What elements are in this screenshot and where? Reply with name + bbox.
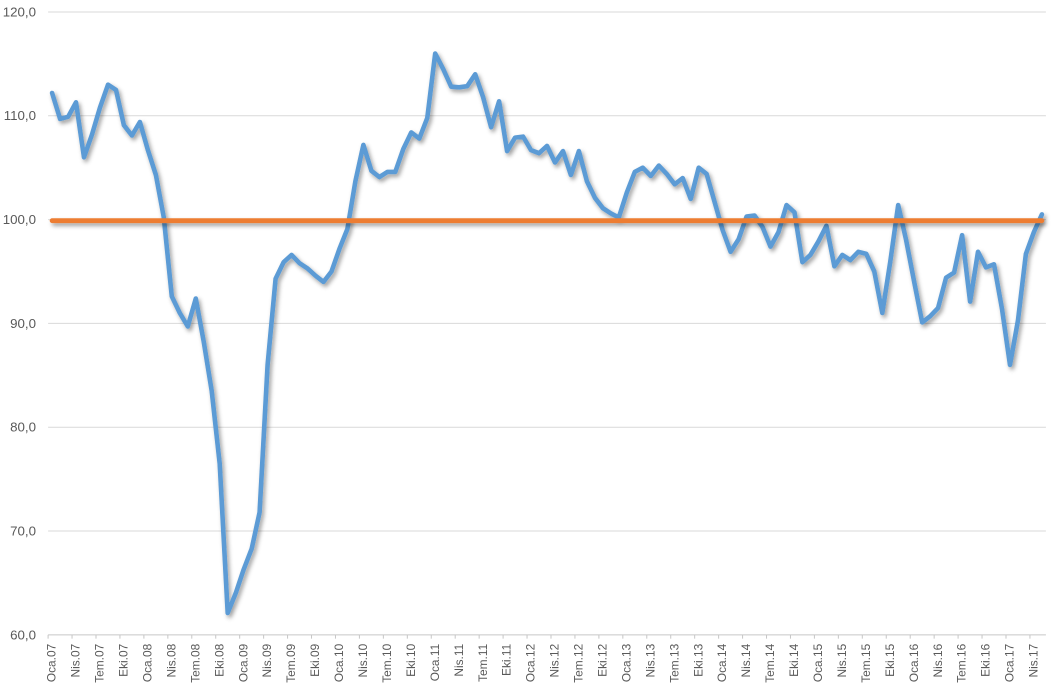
svg-text:Oca.14: Oca.14 (715, 643, 729, 682)
svg-text:Nis.13: Nis.13 (643, 643, 657, 677)
svg-text:Nis.15: Nis.15 (835, 643, 849, 677)
svg-text:Eki.09: Eki.09 (308, 643, 322, 676)
svg-text:Eki.07: Eki.07 (117, 643, 131, 676)
svg-text:Tem.15: Tem.15 (859, 643, 873, 682)
svg-text:Nis.12: Nis.12 (548, 643, 562, 677)
svg-text:70,0: 70,0 (10, 523, 36, 538)
svg-text:Eki.15: Eki.15 (883, 643, 897, 676)
svg-text:Tem.09: Tem.09 (284, 643, 298, 682)
svg-text:120,0: 120,0 (3, 4, 36, 19)
svg-text:Nis.09: Nis.09 (260, 643, 274, 677)
svg-text:Eki.11: Eki.11 (500, 643, 514, 676)
svg-text:Tem.07: Tem.07 (93, 643, 107, 682)
svg-text:Tem.13: Tem.13 (667, 643, 681, 682)
svg-text:Tem.11: Tem.11 (476, 643, 490, 681)
svg-text:Nis.14: Nis.14 (739, 643, 753, 677)
svg-text:Tem.08: Tem.08 (188, 643, 202, 682)
svg-text:Tem.14: Tem.14 (763, 643, 777, 682)
svg-text:Eki.12: Eki.12 (595, 643, 609, 676)
svg-text:Oca.08: Oca.08 (140, 643, 154, 682)
svg-text:Nis.10: Nis.10 (356, 643, 370, 677)
svg-text:Oca.17: Oca.17 (1003, 643, 1017, 682)
svg-text:Eki.10: Eki.10 (404, 643, 418, 676)
svg-text:Nis.16: Nis.16 (931, 643, 945, 677)
svg-text:Oca.11: Oca.11 (428, 643, 442, 681)
svg-text:Nis.07: Nis.07 (69, 643, 83, 677)
svg-text:80,0: 80,0 (10, 420, 36, 435)
svg-text:Nis.11: Nis.11 (452, 643, 466, 676)
svg-text:Oca.07: Oca.07 (45, 643, 59, 682)
svg-text:100,0: 100,0 (3, 212, 36, 227)
svg-text:Oca.10: Oca.10 (332, 643, 346, 682)
svg-text:Nis.08: Nis.08 (164, 643, 178, 677)
svg-text:Oca.09: Oca.09 (236, 643, 250, 682)
svg-text:Tem.12: Tem.12 (572, 643, 586, 682)
svg-text:90,0: 90,0 (10, 316, 36, 331)
svg-text:Oca.13: Oca.13 (619, 643, 633, 682)
svg-text:Eki.14: Eki.14 (787, 643, 801, 676)
svg-text:Nis.17: Nis.17 (1027, 643, 1041, 677)
svg-text:Oca.12: Oca.12 (524, 643, 538, 682)
svg-text:Eki.16: Eki.16 (979, 643, 993, 676)
svg-text:60,0: 60,0 (10, 627, 36, 642)
svg-text:Oca.16: Oca.16 (907, 643, 921, 682)
svg-text:Tem.10: Tem.10 (380, 643, 394, 682)
svg-text:Oca.15: Oca.15 (811, 643, 825, 682)
svg-text:110,0: 110,0 (4, 108, 36, 123)
svg-text:Tem.16: Tem.16 (955, 643, 969, 682)
svg-text:Eki.13: Eki.13 (691, 643, 705, 676)
svg-text:Eki.08: Eki.08 (212, 643, 226, 676)
